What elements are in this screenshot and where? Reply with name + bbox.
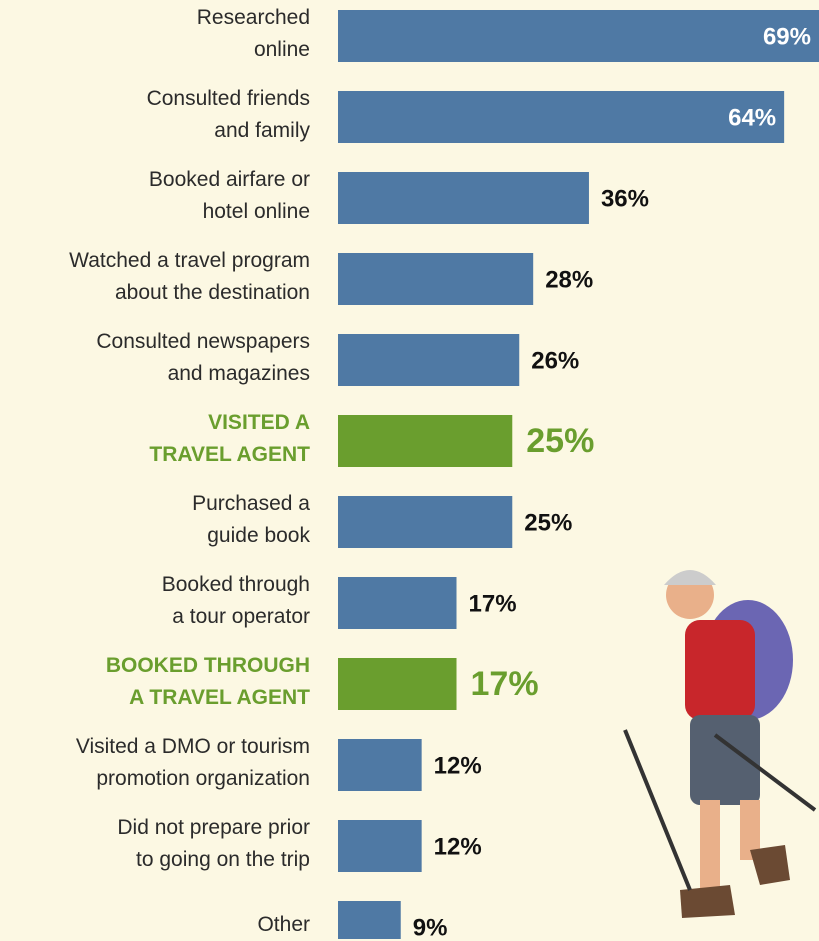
- value-label: 12%: [434, 752, 482, 779]
- bar: [338, 334, 520, 386]
- category-label: VISITED A TRAVEL AGENT: [149, 411, 310, 466]
- value-label: 26%: [531, 347, 579, 374]
- value-label: 25%: [526, 422, 594, 460]
- value-label: 36%: [601, 185, 649, 212]
- value-label: 17%: [471, 665, 539, 703]
- value-label: 64%: [728, 104, 776, 131]
- bar: [338, 820, 422, 872]
- value-label: 12%: [434, 833, 482, 860]
- value-label: 69%: [763, 23, 811, 50]
- value-label: 25%: [524, 509, 572, 536]
- value-label: 9%: [413, 914, 448, 939]
- category-label: Consulted newspapers and magazines: [96, 330, 310, 385]
- bar: [338, 577, 457, 629]
- category-label: BOOKED THROUGH A TRAVEL AGENT: [105, 654, 310, 709]
- category-label: Did not prepare prior to going on the tr…: [117, 816, 310, 871]
- bar: [338, 253, 534, 305]
- bar: [338, 658, 457, 710]
- bar: [338, 496, 513, 548]
- bar: [338, 901, 401, 939]
- bar: [338, 415, 513, 467]
- category-label: Purchased a guide book: [192, 492, 310, 547]
- bar: [338, 10, 819, 62]
- category-label: Watched a travel program about the desti…: [69, 249, 310, 304]
- category-label: Visited a DMO or tourism promotion organ…: [75, 735, 310, 790]
- category-label: Researched online: [196, 6, 310, 61]
- category-label: Booked through a tour operator: [161, 573, 310, 628]
- category-label: Consulted friends and family: [146, 87, 310, 142]
- bar: [338, 739, 422, 791]
- bar: [338, 91, 785, 143]
- bar: [338, 172, 589, 224]
- value-label: 28%: [545, 266, 593, 293]
- value-label: 17%: [469, 590, 517, 617]
- category-label: Other: [257, 913, 310, 936]
- category-label: Booked airfare or hotel online: [148, 168, 310, 223]
